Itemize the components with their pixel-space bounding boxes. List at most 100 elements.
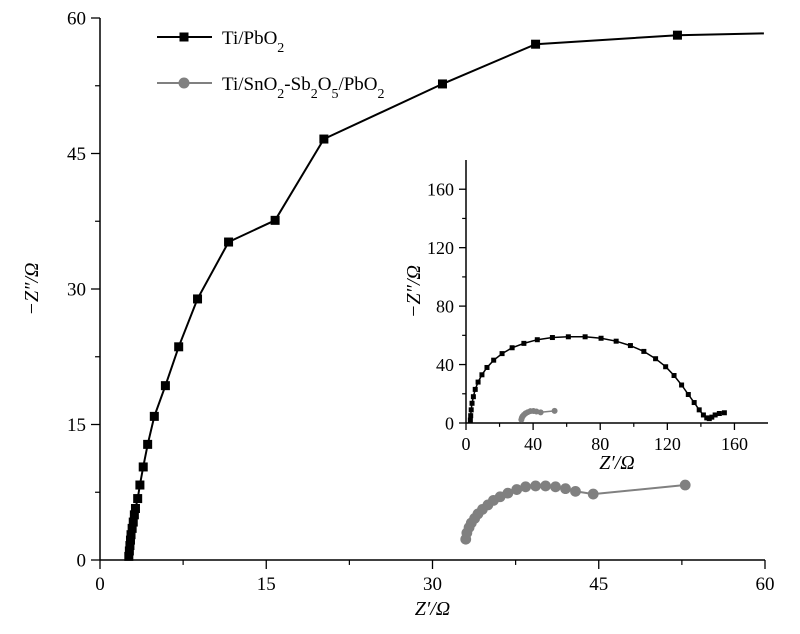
inset-x-tick-label: 0 bbox=[462, 434, 471, 454]
inset-point-square bbox=[491, 357, 497, 363]
inset-y-tick-label: 40 bbox=[436, 355, 454, 375]
inset-point-square bbox=[549, 335, 555, 341]
inset-point-square bbox=[691, 400, 697, 406]
inset-point-square bbox=[685, 392, 691, 398]
inset-point-square bbox=[565, 334, 571, 340]
main-point-circle bbox=[520, 481, 531, 493]
legend-marker-ti-sno2 bbox=[178, 77, 190, 89]
main-y-tick-label: 0 bbox=[77, 551, 87, 572]
inset-x-axis-title: Z′/Ω bbox=[599, 452, 635, 474]
inset-point-square bbox=[721, 410, 727, 416]
main-point-square bbox=[160, 381, 170, 391]
inset-y-tick-label: 160 bbox=[427, 180, 454, 200]
main-point-circle bbox=[502, 487, 514, 499]
inset-point-square bbox=[706, 416, 712, 422]
main-point-square bbox=[149, 411, 159, 421]
main-point-square bbox=[138, 462, 148, 472]
main-point-square bbox=[319, 134, 329, 144]
inset-point-circle bbox=[537, 409, 544, 416]
main-y-tick-label: 60 bbox=[67, 9, 86, 30]
main-x-tick-label: 0 bbox=[95, 574, 105, 595]
main-point-square bbox=[124, 551, 134, 561]
main-x-tick-label: 15 bbox=[257, 574, 276, 595]
main-x-tick-label: 45 bbox=[589, 574, 608, 595]
inset-point-square bbox=[679, 382, 685, 388]
inset-y-tick-label: 0 bbox=[445, 413, 454, 433]
inset-point-circle bbox=[551, 407, 558, 414]
main-point-circle bbox=[587, 488, 599, 500]
inset-point-square bbox=[653, 356, 659, 362]
main-point-square bbox=[128, 517, 138, 527]
main-point-square bbox=[124, 546, 134, 556]
main-point-square bbox=[135, 480, 145, 490]
inset-point-square bbox=[641, 348, 647, 354]
inset-point-square bbox=[696, 407, 702, 413]
main-point-square bbox=[125, 541, 135, 551]
inset-point-square bbox=[712, 412, 718, 418]
main-x-tick-label: 60 bbox=[756, 574, 775, 595]
inset-point-square bbox=[663, 364, 669, 370]
inset-point-square bbox=[470, 394, 476, 400]
main-x-axis-title: Z′/Ω bbox=[415, 598, 451, 620]
main-point-square bbox=[125, 535, 135, 545]
main-point-square bbox=[224, 237, 234, 247]
main-point-square bbox=[127, 523, 137, 533]
main-x-tick-label: 30 bbox=[423, 574, 442, 595]
inset-point-square bbox=[534, 337, 540, 343]
inset-y-tick-label: 120 bbox=[427, 238, 454, 258]
inset-point-square bbox=[671, 373, 677, 379]
main-point-square bbox=[531, 39, 541, 49]
inset-point-square bbox=[521, 340, 527, 346]
inset-point-square bbox=[475, 379, 481, 385]
main-point-square bbox=[143, 439, 153, 449]
main-point-circle bbox=[511, 484, 523, 495]
main-y-tick-label: 15 bbox=[67, 415, 86, 436]
legend-label-ti-pbo2: Ti/PbO2 bbox=[222, 28, 284, 56]
main-point-square bbox=[672, 30, 682, 40]
inset-y-axis-title: −Z″/Ω bbox=[403, 265, 425, 318]
inset-point-square bbox=[582, 334, 588, 340]
inset-point-square bbox=[468, 407, 474, 413]
main-y-tick-label: 45 bbox=[67, 144, 86, 165]
inset-point-square bbox=[468, 413, 474, 419]
inset-point-square bbox=[509, 345, 515, 351]
main-point-circle bbox=[560, 483, 571, 495]
legend-label-ti-sno2-sb2o5-pbo2: Ti/SnO2-Sb2O5/PbO2 bbox=[222, 74, 385, 102]
main-point-square bbox=[130, 504, 140, 514]
main-point-circle bbox=[679, 479, 691, 491]
main-point-square bbox=[129, 510, 139, 520]
inset-x-tick-label: 40 bbox=[524, 434, 542, 454]
legend-marker-ti-pbo2 bbox=[179, 32, 189, 42]
inset-point-square bbox=[467, 417, 473, 423]
main-point-square bbox=[174, 342, 184, 352]
inset-point-square bbox=[700, 412, 706, 418]
inset-series-line-1 bbox=[469, 336, 725, 421]
main-y-axis-title: −Z″/Ω bbox=[21, 263, 43, 316]
inset-y-tick-label: 80 bbox=[436, 296, 454, 316]
main-point-square bbox=[270, 215, 280, 225]
inset-point-square bbox=[627, 343, 633, 349]
inset-point-square bbox=[709, 414, 715, 420]
inset-point-square bbox=[716, 411, 722, 417]
main-series-line-1 bbox=[127, 32, 764, 557]
main-point-square bbox=[437, 79, 447, 89]
main-point-circle bbox=[570, 485, 581, 497]
inset-point-square bbox=[479, 372, 485, 378]
inset-point-square bbox=[613, 338, 619, 344]
main-point-square bbox=[126, 530, 136, 540]
main-point-square bbox=[193, 294, 203, 304]
main-y-tick-label: 30 bbox=[67, 280, 86, 301]
inset-x-tick-label: 160 bbox=[721, 434, 748, 454]
main-point-circle bbox=[550, 481, 561, 493]
main-point-circle bbox=[530, 480, 541, 492]
main-plot: 0 15 30 45 60 0 15 30 45 60 Z′/Ω −Z″/Ω bbox=[21, 9, 775, 620]
inset-x-tick-label: 80 bbox=[591, 434, 609, 454]
inset-plot: 0 40 80 120 160 0 40 80 120 160 Z′/Ω −Z″/Ω bbox=[403, 160, 768, 474]
inset-x-tick-label: 120 bbox=[654, 434, 681, 454]
main-point-square bbox=[133, 494, 143, 504]
main-point-circle bbox=[540, 480, 551, 492]
inset-point-square bbox=[472, 386, 478, 392]
inset-point-square bbox=[598, 335, 604, 341]
inset-point-square bbox=[469, 400, 475, 406]
